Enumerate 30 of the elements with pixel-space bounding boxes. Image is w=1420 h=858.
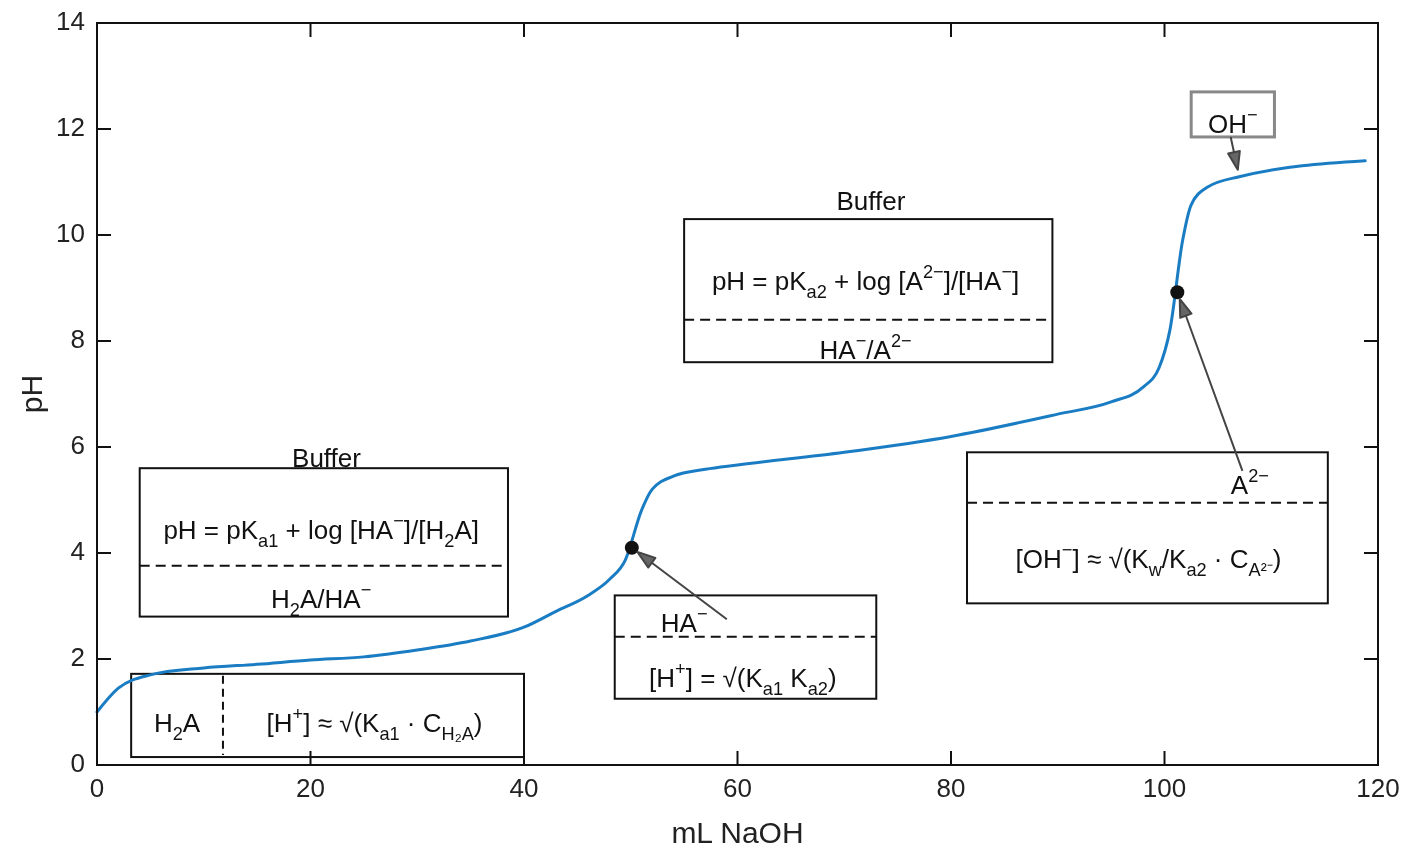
annotation: pH = pK$_{a2}$ + log [A$^{2−}$]/[HA$^{−}$] — [711, 261, 1020, 302]
y-tick-label: 14 — [56, 5, 85, 36]
annotation: H$_{2}$A/HA$^{−}$ — [271, 579, 372, 620]
y-tick-label: 10 — [56, 217, 85, 248]
annotation: [H$^{+}$] ≈ √(K$_{a1}$ · C$_{H₂A}$) — [266, 704, 483, 745]
annotation: [H$^{+}$] = √(K$_{a1}$ K$_{a2}$) — [649, 659, 837, 700]
x-tick-label: 60 — [723, 773, 752, 803]
x-tick-label: 80 — [936, 773, 966, 803]
x-tick-label: 100 — [1142, 773, 1187, 803]
annotation: pH = pK$_{a1}$ + log [HA$^{−}$]/[H$_{2}$A] — [163, 510, 479, 551]
x-tick-label: 0 — [89, 773, 105, 803]
x-tick-label: 20 — [296, 773, 325, 803]
y-tick-label: 4 — [70, 535, 85, 566]
text: [OH$^{−}$] ≈ √(K$_{w}$/K$_{a2}$ · C$_{A²⁻}$) — [1015, 539, 1282, 580]
x-tick-label: 120 — [1356, 773, 1400, 803]
y-axis-title: pH — [15, 374, 48, 414]
annotation: A$^{2−}$ — [1230, 465, 1269, 500]
annotation: HA$^{−}$ — [660, 603, 708, 638]
y-tick-label: 6 — [70, 429, 85, 460]
x-tick-label: 40 — [509, 773, 539, 803]
annotation: H$_{2}$A — [153, 708, 201, 745]
y-tick-label: 0 — [70, 747, 85, 778]
y-tick-label: 8 — [70, 323, 85, 354]
y-tick-label: 2 — [70, 641, 85, 672]
y-tick-label: 12 — [56, 111, 85, 142]
annotation: HA$^{−}$/A$^{2−}$ — [819, 330, 912, 365]
annotation: Buffer — [292, 443, 362, 474]
annotation: Buffer — [836, 186, 906, 217]
annotation: OH$^{−}$ — [1208, 105, 1258, 140]
x-axis-title: mL NaOH — [671, 816, 804, 849]
